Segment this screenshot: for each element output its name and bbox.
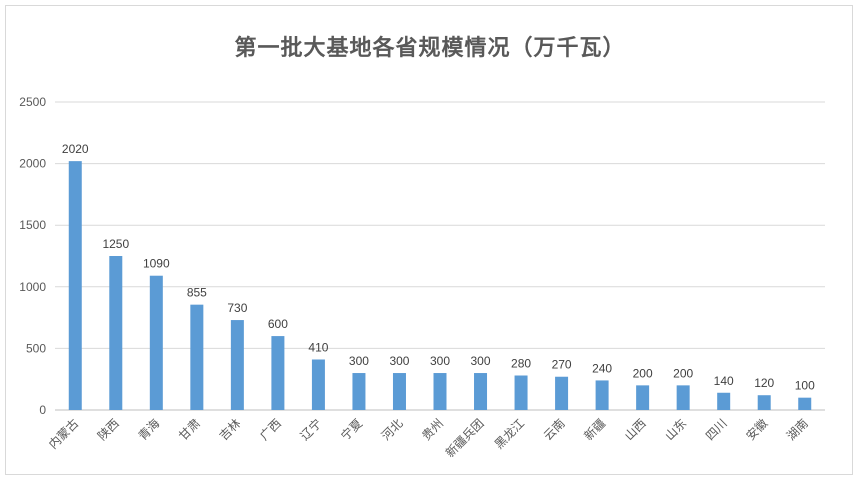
data-labels: 2020 1250 1090 855 730 600 410 300 300 300 300 280 2… [62, 142, 815, 393]
bar [68, 161, 82, 410]
y-axis-ticks: 0 500 1000 1500 2000 2500 [19, 95, 46, 417]
bar [636, 385, 650, 410]
category-label: 云南 [540, 416, 568, 444]
y-tick-label: 500 [26, 341, 46, 355]
category-label: 内蒙古 [45, 416, 81, 452]
bar [392, 373, 406, 410]
category-label: 山西 [622, 416, 649, 443]
data-label: 1090 [143, 257, 170, 271]
bars [68, 161, 812, 410]
bar [271, 336, 285, 410]
bar [757, 395, 771, 410]
y-tick-label: 2500 [19, 95, 46, 109]
bar [717, 392, 731, 410]
data-label: 200 [633, 366, 653, 380]
category-label: 吉林 [217, 416, 244, 443]
category-label: 湖南 [783, 416, 811, 444]
data-label: 240 [592, 361, 612, 375]
data-label: 855 [187, 286, 207, 300]
chart-frame [5, 5, 853, 475]
bar [190, 304, 204, 410]
category-label: 安徽 [743, 416, 771, 444]
bar [230, 320, 244, 410]
data-label: 200 [673, 366, 693, 380]
data-label: 600 [268, 317, 288, 331]
category-label: 陕西 [94, 416, 122, 444]
gridlines [55, 101, 825, 411]
data-label: 120 [754, 376, 774, 390]
category-label: 新疆 [581, 416, 609, 444]
chart-title: 第一批大基地各省规模情况（万千瓦） [234, 36, 626, 61]
bar [555, 376, 569, 410]
data-label: 730 [227, 301, 247, 315]
data-label: 100 [795, 379, 815, 393]
bar [798, 397, 812, 410]
y-tick-label: 0 [39, 403, 46, 417]
data-label: 140 [714, 374, 734, 388]
bar [474, 373, 488, 410]
data-label: 300 [349, 354, 369, 368]
bar [676, 385, 690, 410]
category-label: 甘肃 [176, 416, 203, 443]
category-label: 辽宁 [297, 416, 325, 444]
data-label: 300 [389, 354, 409, 368]
data-label: 300 [430, 354, 450, 368]
category-label: 宁夏 [337, 416, 365, 444]
bar [311, 359, 325, 410]
category-label: 青海 [135, 416, 163, 444]
y-tick-label: 2000 [19, 157, 46, 171]
data-label: 1250 [102, 237, 129, 251]
bar [109, 256, 123, 410]
y-tick-label: 1000 [19, 280, 46, 294]
category-label: 贵州 [419, 416, 446, 443]
category-label: 山东 [662, 416, 689, 443]
bar [149, 275, 163, 410]
bar [514, 375, 528, 410]
category-label: 黑龙江 [492, 416, 527, 451]
category-label: 新疆兵团 [442, 416, 487, 461]
data-label: 2020 [62, 142, 89, 156]
bar [595, 380, 609, 410]
category-label: 广西 [257, 416, 284, 443]
category-label: 四川 [703, 416, 730, 443]
data-label: 300 [471, 354, 491, 368]
bar [433, 373, 447, 410]
data-label: 410 [308, 340, 328, 354]
y-tick-label: 1500 [19, 218, 46, 232]
data-label: 270 [552, 358, 572, 372]
category-label: 河北 [379, 416, 406, 443]
bar [352, 373, 366, 410]
data-label: 280 [511, 357, 531, 371]
